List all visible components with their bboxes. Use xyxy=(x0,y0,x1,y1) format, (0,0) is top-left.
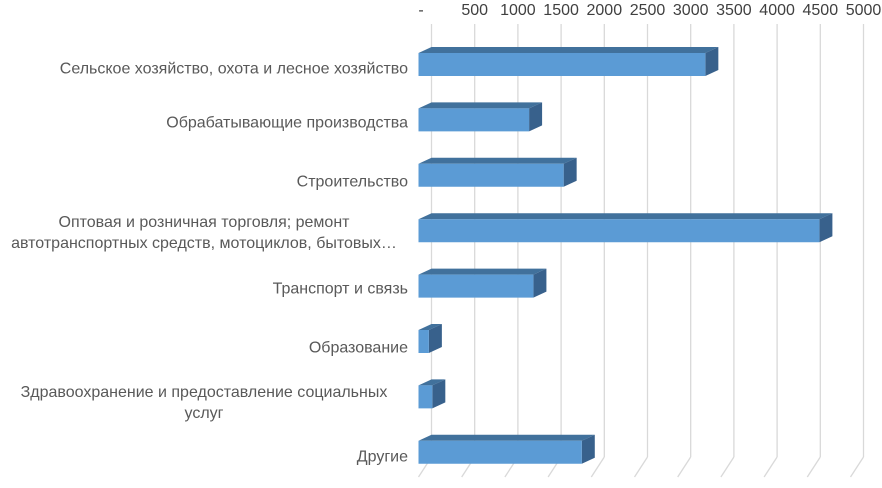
bar-1 xyxy=(418,102,543,132)
bar-6 xyxy=(418,379,446,409)
floor-tick xyxy=(590,456,605,478)
bar-side-face xyxy=(529,102,543,132)
axis-tick-label: - xyxy=(418,2,424,19)
bar-4 xyxy=(418,268,547,298)
category-label: Строительство xyxy=(296,173,408,191)
category-label: Оптовая и розничная торговля; ремонт авт… xyxy=(11,214,397,252)
floor-tick xyxy=(633,456,649,478)
bar-side-face xyxy=(819,213,833,243)
bar-2 xyxy=(418,157,577,187)
bar-front-face xyxy=(418,385,433,409)
bar-front-face xyxy=(418,108,530,132)
category-label: Транспорт и связь xyxy=(272,280,408,298)
floor-tick xyxy=(849,456,865,478)
bar-front-face xyxy=(418,53,706,76)
axis-tick-label: 4500 xyxy=(802,2,839,19)
bar-3 xyxy=(418,213,833,243)
bar-top-face xyxy=(418,379,446,386)
axis-tick-label: 2500 xyxy=(629,2,666,19)
bar-top-face xyxy=(418,47,719,53)
bar-side-face xyxy=(705,47,719,76)
bar-front-face xyxy=(418,330,429,353)
bar-top-face xyxy=(418,324,442,330)
category-label: Другие xyxy=(356,448,408,466)
bar-side-face xyxy=(428,324,442,353)
floor-tick xyxy=(720,456,735,478)
axis-tick-label: 4000 xyxy=(759,2,795,19)
category-label: Здравоохранение и предоставление социаль… xyxy=(20,384,388,422)
bar-0 xyxy=(418,47,719,76)
bar-top-face xyxy=(418,268,547,275)
bar-top-face xyxy=(418,213,833,220)
bar-7 xyxy=(418,434,595,464)
bar-front-face xyxy=(418,274,534,298)
bar-side-face xyxy=(581,434,595,464)
bar-front-face xyxy=(418,440,582,464)
bar-side-face xyxy=(432,379,446,409)
axis-tick-label: 5000 xyxy=(845,2,882,19)
bar-side-face xyxy=(533,268,547,298)
axis-tick-label: 1500 xyxy=(543,2,579,19)
floor-tick xyxy=(806,456,821,478)
axis-tick-label: 500 xyxy=(461,2,489,19)
bar-side-face xyxy=(563,157,577,187)
category-label: Образование xyxy=(308,339,408,357)
floor-tick xyxy=(677,456,692,478)
axis-tick-label: 1000 xyxy=(500,2,536,19)
bar-top-face xyxy=(418,434,595,441)
axis-tick-label: 2000 xyxy=(586,2,623,19)
axis-tick-label: 3500 xyxy=(716,2,752,19)
bar-top-face xyxy=(418,157,577,164)
category-label: Сельское хозяйство, охота и лесное хозяй… xyxy=(59,60,408,78)
floor-tick xyxy=(763,456,778,478)
bar-front-face xyxy=(418,163,564,187)
bar-front-face xyxy=(418,219,820,243)
bar-top-face xyxy=(418,102,543,109)
bar-5 xyxy=(418,324,442,353)
axis-tick-label: 3000 xyxy=(672,2,709,19)
category-label: Обрабатывающие производства xyxy=(166,114,408,132)
